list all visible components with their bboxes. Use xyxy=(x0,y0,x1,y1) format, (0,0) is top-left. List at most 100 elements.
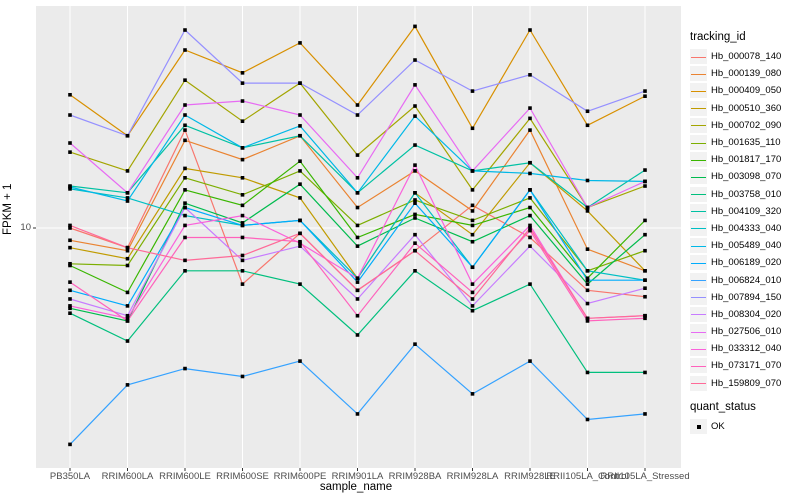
data-point-marker xyxy=(355,235,360,240)
data-point-marker xyxy=(183,48,187,52)
legend-item-label: Hb_001635_110 xyxy=(711,137,781,149)
data-point-marker xyxy=(470,169,475,173)
data-point-marker xyxy=(298,159,302,163)
data-point-marker xyxy=(68,223,72,228)
legend-item-label: Hb_000510_360 xyxy=(711,102,782,114)
data-point-marker xyxy=(585,319,590,323)
data-point-marker xyxy=(413,169,417,173)
legend-item-label: Hb_004333_040 xyxy=(711,222,782,234)
data-point-marker xyxy=(413,83,417,87)
data-point-marker xyxy=(355,280,360,284)
data-point-marker xyxy=(413,58,417,62)
data-point-marker xyxy=(298,41,302,45)
data-point-marker xyxy=(470,218,475,223)
legend-key-line xyxy=(690,324,707,340)
data-point-marker xyxy=(528,188,532,192)
data-point-marker xyxy=(413,104,417,108)
legend-key-line xyxy=(690,186,707,202)
data-point-marker xyxy=(413,216,417,220)
data-point-marker xyxy=(240,146,245,150)
data-point-marker xyxy=(183,78,187,82)
data-point-marker xyxy=(643,94,647,99)
legend-line-swatch xyxy=(691,159,706,161)
data-point-marker xyxy=(240,119,245,123)
data-point-marker xyxy=(470,239,475,244)
data-point-marker xyxy=(240,71,245,75)
data-point-marker xyxy=(298,113,302,117)
data-point-marker xyxy=(183,205,187,210)
legend-item: Hb_007894_150 xyxy=(690,289,781,306)
legend-key-line xyxy=(690,100,707,116)
legend-key-line xyxy=(690,341,707,357)
legend-key-line xyxy=(690,117,707,133)
legend-item-quant-status: OK xyxy=(690,418,725,435)
legend-item-label: Hb_006824_010 xyxy=(711,274,782,286)
legend-item: Hb_001635_110 xyxy=(690,134,781,151)
legend-key-line xyxy=(690,375,707,391)
data-point-marker xyxy=(643,412,647,416)
legend-item: Hb_008304_020 xyxy=(690,306,781,323)
data-point-marker xyxy=(125,245,130,250)
legend-line-swatch xyxy=(691,314,706,316)
data-point-marker xyxy=(355,103,360,107)
legend-line-swatch xyxy=(691,331,706,333)
legend-color-items: Hb_000078_140 Hb_000139_080 Hb_000409_050 H… xyxy=(690,48,781,392)
x-tick-label: RRIM928LE xyxy=(504,471,556,482)
legend-item: Hb_004333_040 xyxy=(690,220,781,237)
data-point-marker xyxy=(355,176,360,180)
data-point-marker xyxy=(68,442,72,447)
data-point-marker xyxy=(355,113,360,117)
data-point-marker xyxy=(585,370,590,375)
data-point-marker xyxy=(413,114,417,118)
legend-item-label: Hb_073171_070 xyxy=(711,360,782,372)
data-point-marker xyxy=(528,205,532,210)
data-point-marker xyxy=(585,178,590,183)
data-point-marker xyxy=(643,286,647,290)
data-point-marker xyxy=(298,169,302,173)
legend-line-swatch xyxy=(691,383,706,385)
data-point-marker xyxy=(125,313,130,318)
data-point-marker xyxy=(528,160,532,165)
legend-line-swatch xyxy=(691,142,706,144)
data-point-marker xyxy=(183,201,187,205)
data-point-marker xyxy=(183,223,187,228)
legend-item-label: Hb_003098_070 xyxy=(711,171,782,183)
data-point-marker xyxy=(125,196,130,200)
data-point-marker xyxy=(585,205,590,210)
data-point-marker xyxy=(528,235,532,240)
data-point-marker xyxy=(355,244,360,248)
legend-line-swatch xyxy=(691,297,706,299)
data-point-marker xyxy=(68,280,72,284)
data-point-marker xyxy=(643,168,647,172)
data-point-marker xyxy=(585,269,590,273)
data-point-marker xyxy=(585,417,590,422)
x-tick-label: RRIM600LE xyxy=(159,471,211,482)
x-tick-label: RRIM928BA xyxy=(388,471,442,482)
legend-key-line xyxy=(690,49,707,65)
data-point-marker xyxy=(183,188,187,192)
data-point-marker xyxy=(643,179,647,184)
legend-line-swatch xyxy=(691,348,706,350)
data-point-marker xyxy=(240,213,245,218)
data-point-marker xyxy=(125,290,130,295)
data-point-marker xyxy=(240,99,245,103)
data-point-marker xyxy=(643,218,647,223)
data-point-marker xyxy=(643,89,647,93)
legend-item: Hb_000702_090 xyxy=(690,117,781,134)
black-square-marker-icon xyxy=(696,424,701,429)
data-point-marker xyxy=(470,223,475,228)
data-point-marker xyxy=(413,241,417,245)
data-point-marker xyxy=(240,258,245,263)
legend-item-label: Hb_000139_080 xyxy=(711,68,782,80)
legend-item-label: Hb_008304_020 xyxy=(711,308,782,320)
legend-item-label: Hb_033312_040 xyxy=(711,343,782,355)
data-point-marker xyxy=(125,263,130,268)
data-point-marker xyxy=(68,92,72,97)
data-point-marker xyxy=(528,116,532,121)
data-point-marker xyxy=(125,339,130,343)
data-point-marker xyxy=(125,383,130,387)
data-point-marker xyxy=(470,209,475,213)
legend-line-swatch xyxy=(691,73,706,75)
